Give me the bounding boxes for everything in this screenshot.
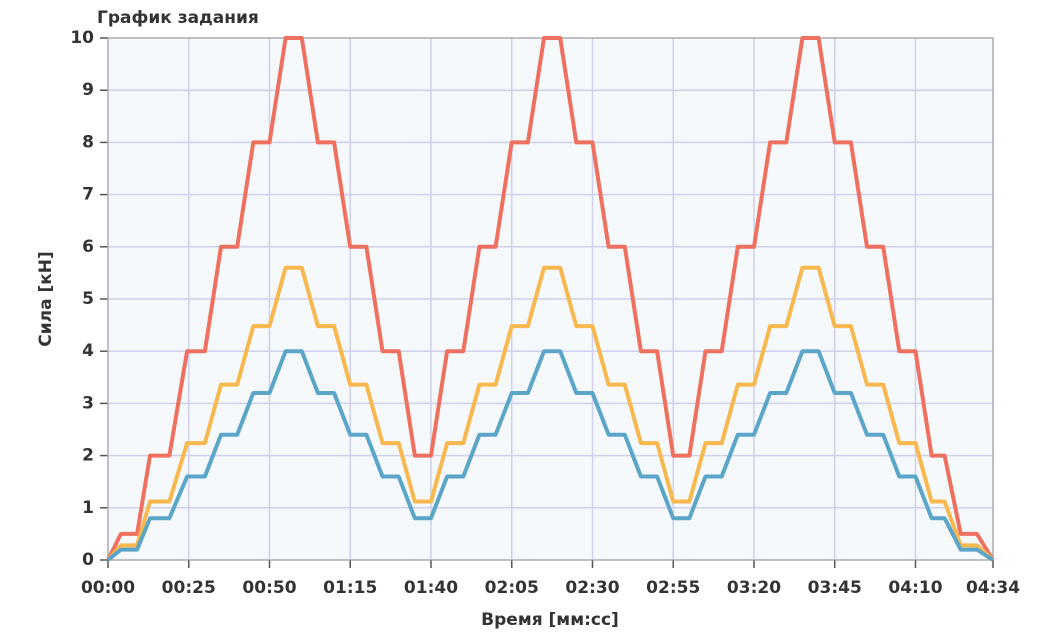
y-tick-label: 9 bbox=[82, 80, 94, 100]
x-tick-label: 03:20 bbox=[727, 578, 781, 598]
y-tick-label: 8 bbox=[82, 132, 94, 152]
x-tick-label: 00:00 bbox=[81, 578, 135, 598]
series-line bbox=[106, 265, 995, 562]
x-tick-label: 00:25 bbox=[162, 578, 216, 598]
y-axis-label: Сила [кН] bbox=[36, 251, 56, 347]
chart-title: График задания bbox=[97, 8, 259, 28]
x-tick-label: 01:40 bbox=[404, 578, 458, 598]
x-tick-label: 04:34 bbox=[966, 578, 1020, 598]
x-tick-label: 04:10 bbox=[888, 578, 942, 598]
y-tick-label: 2 bbox=[82, 446, 94, 466]
y-tick-label: 4 bbox=[82, 341, 94, 361]
y-tick-label: 0 bbox=[82, 550, 94, 570]
y-tick-label: 1 bbox=[82, 498, 94, 518]
series-line bbox=[106, 36, 995, 562]
y-tick-label: 10 bbox=[70, 28, 94, 48]
series-line bbox=[106, 349, 995, 562]
y-tick-label: 6 bbox=[82, 237, 94, 257]
y-tick-label: 7 bbox=[82, 185, 94, 205]
y-tick-label: 5 bbox=[82, 289, 94, 309]
x-tick-label: 02:05 bbox=[485, 578, 539, 598]
x-tick-label: 03:45 bbox=[808, 578, 862, 598]
x-tick-label: 00:50 bbox=[242, 578, 296, 598]
x-axis-label: Время [мм:сс] bbox=[481, 610, 619, 630]
y-tick-label: 3 bbox=[82, 393, 94, 413]
x-tick-label: 02:55 bbox=[646, 578, 700, 598]
x-tick-label: 02:30 bbox=[565, 578, 619, 598]
x-tick-label: 01:15 bbox=[323, 578, 377, 598]
